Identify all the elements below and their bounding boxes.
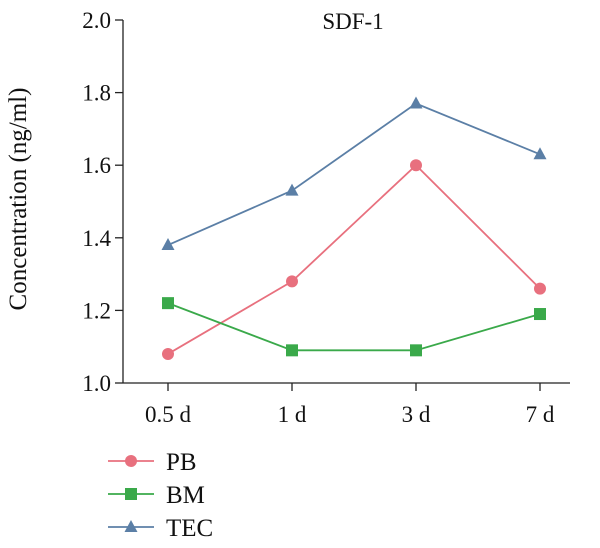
legend-marker-pb (125, 455, 137, 467)
y-axis-label: Concentration (ng/ml) (5, 88, 32, 311)
series-line-tec (167, 102, 541, 246)
data-point-bm (162, 297, 174, 310)
data-point-pb (534, 282, 546, 295)
data-point-pb (286, 275, 298, 288)
x-tick-label: 3 d (402, 402, 431, 427)
y-tick-label: 2.0 (82, 8, 111, 33)
x-tick-label: 7 d (526, 402, 555, 427)
legend-label-tec: TEC (166, 515, 213, 542)
y-tick-label: 1.6 (82, 153, 111, 178)
x-ticks: 0.5 d 1 d 3 d 7 d (145, 383, 555, 427)
y-tick-label: 1.4 (82, 226, 111, 251)
y-ticks: 1.0 1.2 1.4 1.6 1.8 2.0 (82, 8, 123, 396)
series-bm (162, 297, 546, 357)
data-point-tec (161, 238, 175, 251)
y-tick-label: 1.0 (82, 371, 111, 396)
series-line-pb (167, 163, 541, 355)
x-tick-label: 1 d (278, 402, 307, 427)
legend-marker-tec (124, 520, 138, 532)
data-point-pb (162, 347, 174, 360)
legend-item-bm: BM (108, 482, 205, 509)
chart-title: SDF-1 (322, 9, 383, 34)
legend: PB BM TEC (108, 449, 213, 542)
legend-item-pb: PB (108, 449, 197, 476)
legend-item-tec: TEC (108, 515, 213, 542)
data-point-pb (410, 159, 422, 172)
series-tec (161, 96, 547, 251)
legend-label-pb: PB (166, 449, 197, 476)
data-point-bm (286, 344, 298, 357)
y-tick-label: 1.8 (82, 81, 111, 106)
data-point-tec (285, 183, 299, 196)
series-pb (162, 159, 546, 360)
data-point-bm (534, 308, 546, 321)
series-layer (161, 96, 547, 360)
data-point-bm (410, 344, 422, 357)
legend-marker-bm (125, 488, 137, 500)
series-line-bm (167, 302, 541, 352)
x-tick-label: 0.5 d (145, 402, 192, 427)
y-tick-label: 1.2 (82, 298, 111, 323)
legend-label-bm: BM (166, 482, 205, 509)
axes (122, 20, 570, 384)
data-point-tec (409, 96, 423, 109)
data-point-tec (533, 147, 547, 160)
